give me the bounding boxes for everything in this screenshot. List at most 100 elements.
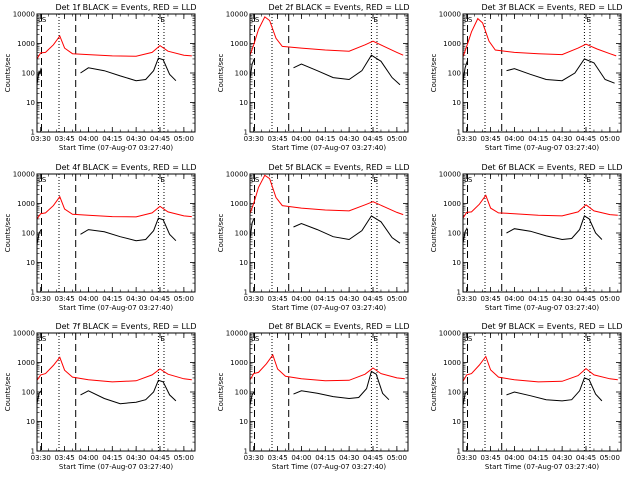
y-tick-label: 1000 [17, 200, 35, 208]
x-tick-label: 05:00 [174, 454, 194, 462]
x-tick-label: 04:15 [528, 454, 548, 462]
detector-panel: Det 6f BLACK = Events, RED = LLD Counts/s… [430, 163, 623, 312]
x-tick-label: 05:00 [387, 135, 407, 143]
x-tick-label: 04:30 [339, 295, 359, 303]
annotation-label: E [586, 176, 590, 184]
detector-panel: Det 5f BLACK = Events, RED = LLD Counts/s… [217, 163, 410, 312]
x-tick-label: 03:45 [54, 135, 74, 143]
x-tick-label: 03:45 [54, 454, 74, 462]
panel-title: Det 7f BLACK = Events, RED = LLD [55, 322, 196, 331]
x-axis-label: Start Time (07-Aug-07 03:27:40) [485, 463, 599, 471]
y-tick-label: 1 [31, 448, 35, 456]
x-tick-label: 04:15 [315, 454, 335, 462]
plot-frame [36, 13, 196, 133]
annotation-label: LS [38, 176, 47, 184]
x-tick-label: 03:30 [244, 295, 264, 303]
x-tick-label: 04:30 [339, 454, 359, 462]
x-tick-label: 05:00 [600, 135, 620, 143]
y-tick-label: 100 [22, 70, 35, 78]
annotation-label: LS [251, 16, 260, 24]
y-axis-label: Counts/sec [430, 373, 438, 412]
annotation-label: LS [464, 335, 473, 343]
x-tick-label: 04:00 [291, 295, 311, 303]
annotation-label: LS [38, 16, 47, 24]
y-tick-label: 10000 [13, 171, 35, 179]
plot-frame [462, 173, 622, 293]
x-tick-label: 04:15 [528, 295, 548, 303]
y-tick-label: 1000 [443, 40, 461, 48]
panel-title: Det 3f BLACK = Events, RED = LLD [481, 3, 622, 12]
x-tick-label: 03:45 [267, 135, 287, 143]
x-tick-label: 03:30 [31, 135, 51, 143]
y-tick-label: 10 [26, 259, 35, 267]
y-tick-label: 100 [448, 389, 461, 397]
lld-series-line [250, 353, 405, 382]
y-tick-label: 10 [26, 99, 35, 107]
y-tick-label: 10000 [13, 11, 35, 19]
x-tick-label: 04:00 [504, 135, 524, 143]
lld-series-line [463, 194, 618, 219]
y-tick-label: 10000 [226, 330, 248, 338]
y-tick-label: 1000 [230, 200, 248, 208]
annotation-label: LS [251, 176, 260, 184]
x-tick-label: 03:30 [457, 295, 477, 303]
x-tick-label: 04:15 [315, 295, 335, 303]
y-tick-label: 10000 [226, 11, 248, 19]
y-tick-label: 100 [235, 230, 248, 238]
x-tick-label: 04:15 [102, 295, 122, 303]
x-tick-label: 03:30 [457, 135, 477, 143]
x-tick-label: 03:30 [457, 454, 477, 462]
y-tick-label: 10 [239, 99, 248, 107]
y-tick-label: 1000 [230, 40, 248, 48]
y-tick-label: 1 [31, 289, 35, 297]
x-tick-label: 03:45 [267, 454, 287, 462]
annotation-label: E [586, 335, 590, 343]
y-tick-label: 10 [452, 259, 461, 267]
events-series-line [250, 370, 390, 406]
x-tick-label: 05:00 [600, 295, 620, 303]
x-tick-label: 05:00 [600, 454, 620, 462]
y-tick-label: 10 [26, 418, 35, 426]
y-tick-label: 100 [235, 70, 248, 78]
annotation-label: E [373, 16, 377, 24]
lld-series-line [250, 174, 404, 216]
lld-series-line [463, 355, 618, 383]
y-tick-label: 1000 [230, 359, 248, 367]
annotation-label: E [373, 176, 377, 184]
annotation-label: E [160, 16, 164, 24]
detector-panel: Det 2f BLACK = Events, RED = LLD Counts/s… [217, 3, 410, 152]
y-tick-label: 1 [244, 289, 248, 297]
plot-frame [249, 13, 409, 133]
plot-frame [462, 13, 622, 133]
y-tick-label: 10000 [439, 11, 461, 19]
x-tick-label: 04:30 [126, 135, 146, 143]
detector-panel: Det 1f BLACK = Events, RED = LLD Counts/s… [4, 3, 197, 152]
x-axis-label: Start Time (07-Aug-07 03:27:40) [485, 304, 599, 312]
x-tick-label: 04:00 [78, 135, 98, 143]
y-tick-label: 10000 [439, 171, 461, 179]
x-tick-label: 04:45 [363, 295, 383, 303]
panel-title: Det 9f BLACK = Events, RED = LLD [481, 322, 622, 331]
panel-title: Det 6f BLACK = Events, RED = LLD [481, 163, 622, 172]
panel-title: Det 2f BLACK = Events, RED = LLD [268, 3, 409, 12]
y-tick-label: 1 [457, 129, 461, 137]
events-series-line [463, 58, 615, 84]
x-tick-label: 04:00 [504, 295, 524, 303]
events-series-line [37, 57, 177, 85]
y-tick-label: 100 [22, 389, 35, 397]
y-tick-label: 10000 [439, 330, 461, 338]
y-tick-label: 1000 [443, 359, 461, 367]
lld-series-line [37, 195, 192, 220]
x-tick-label: 03:45 [54, 295, 74, 303]
x-tick-label: 04:00 [78, 295, 98, 303]
panel-title: Det 5f BLACK = Events, RED = LLD [268, 163, 409, 172]
y-axis-label: Counts/sec [217, 54, 225, 93]
x-tick-label: 04:30 [126, 454, 146, 462]
x-tick-label: 04:45 [150, 454, 170, 462]
events-series-line [463, 377, 603, 406]
y-axis-label: Counts/sec [430, 214, 438, 253]
x-tick-label: 04:00 [291, 135, 311, 143]
lld-series-line [37, 34, 192, 60]
x-tick-label: 04:00 [78, 454, 98, 462]
